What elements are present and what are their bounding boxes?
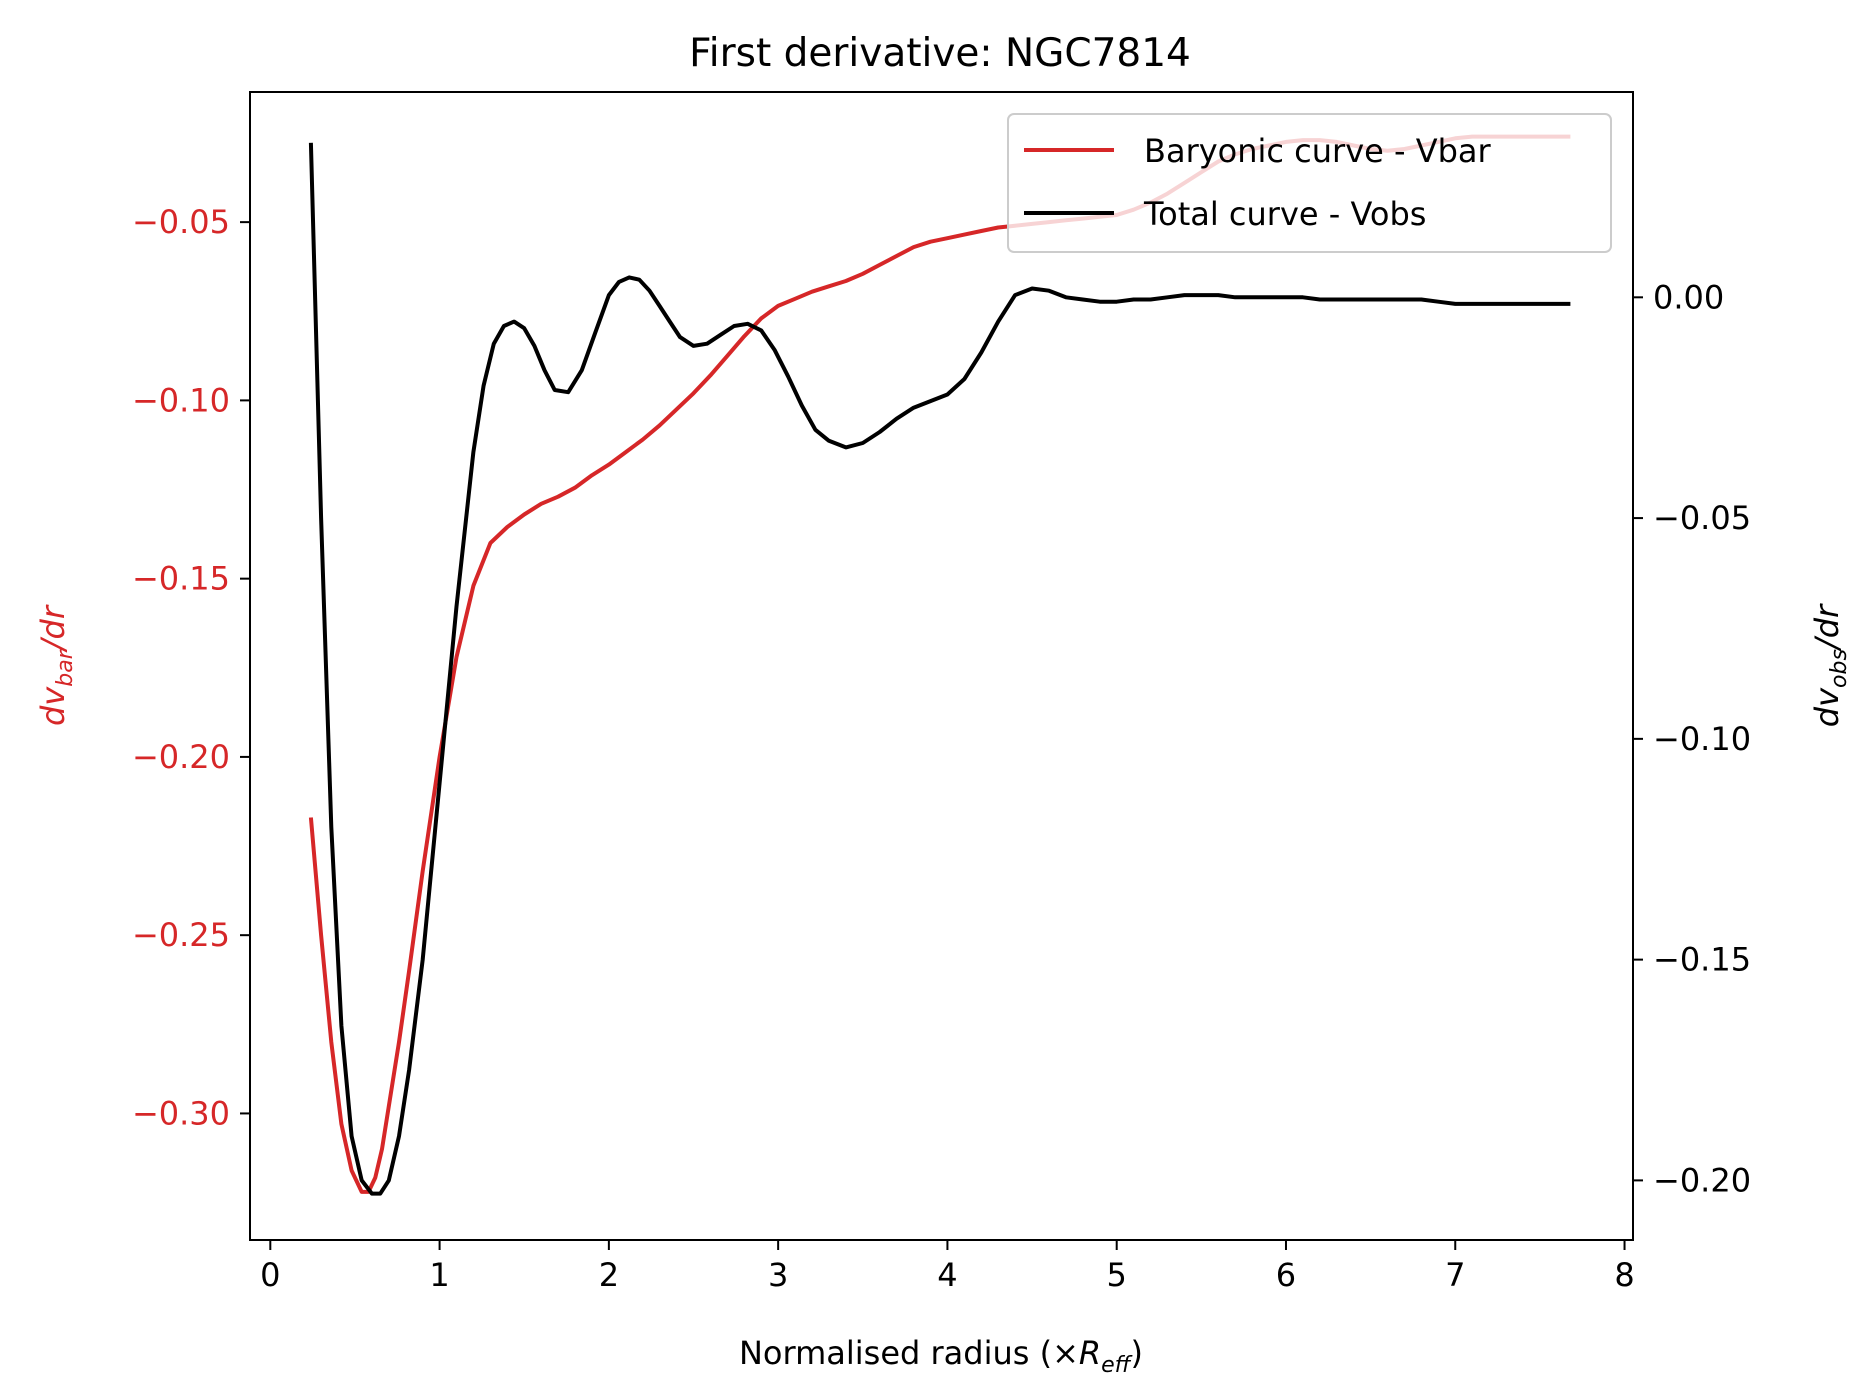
x-tick-label: 7 [1445,1256,1465,1294]
x-tick-label: 2 [599,1256,619,1294]
y-axis-right-label-suffix: /dr [1808,603,1846,652]
x-axis-label-prefix: Normalised radius (× [739,1334,1079,1372]
x-tick-label: 8 [1614,1256,1634,1294]
y-axis-left-label-suffix: /dr [34,604,72,653]
y-right-tick-label: −0.10 [1653,720,1751,758]
legend-box [1007,113,1612,253]
plot-area [250,92,1633,1240]
plot-frame [249,91,1634,1241]
y-left-tick-label: −0.05 [132,203,230,241]
x-axis-label-symbol: R [1079,1334,1101,1372]
x-tick-label: 1 [429,1256,449,1294]
y-axis-left-label-subscript: bar [53,648,78,686]
y-left-tick-label: −0.10 [132,381,230,419]
legend-label-vbar: Baryonic curve - Vbar [1144,132,1492,170]
y-right-tick-label: −0.05 [1653,499,1751,537]
y-axis-left-label-prefix: dv [34,686,72,726]
y-axis-right: 0.00 −0.05 −0.10 −0.15 −0.20 [1633,278,1751,1199]
y-axis-left: −0.05 −0.10 −0.15 −0.20 −0.25 −0.30 [132,203,250,1132]
y-axis-right-label-subscript: obs [1827,649,1852,688]
y-left-tick-label: −0.15 [132,560,230,598]
x-tick-label: 4 [937,1256,957,1294]
y-left-tick-label: −0.25 [132,916,230,954]
legend-label-vobs: Total curve - Vobs [1143,195,1426,233]
y-right-tick-label: −0.20 [1653,1161,1751,1199]
y-left-tick-label: −0.20 [132,738,230,776]
y-axis-left-label: dvbar/dr [34,604,78,726]
x-tick-label: 6 [1276,1256,1296,1294]
y-right-tick-label: 0.00 [1653,278,1724,316]
x-axis-label-suffix: ) [1131,1334,1143,1372]
x-tick-label: 0 [260,1256,280,1294]
legend: Baryonic curve - Vbar Total curve - Vobs [1007,113,1612,253]
series-line-vobs [308,142,1571,1196]
x-tick-label: 5 [1107,1256,1127,1294]
y-right-tick-label: −0.15 [1653,941,1751,979]
plot-background [250,92,1633,1240]
x-axis: 0 1 2 3 4 5 6 7 8 [260,1240,1635,1294]
chart-title: First derivative: NGC7814 [689,31,1191,76]
x-axis-label-subscript: eff [1101,1353,1133,1378]
y-axis-right-label-prefix: dv [1808,687,1846,727]
y-axis-right-label: dvobs/dr [1808,603,1852,727]
y-left-tick-label: −0.30 [132,1094,230,1132]
x-tick-label: 3 [768,1256,788,1294]
x-axis-label: Normalised radius (×Reff) [739,1334,1143,1378]
